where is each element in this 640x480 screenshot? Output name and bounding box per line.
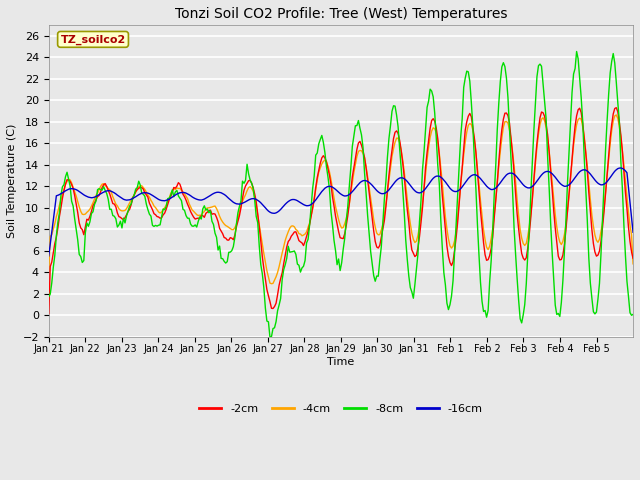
Legend: -2cm, -4cm, -8cm, -16cm: -2cm, -4cm, -8cm, -16cm xyxy=(195,399,487,419)
X-axis label: Time: Time xyxy=(327,357,355,367)
Text: TZ_soilco2: TZ_soilco2 xyxy=(60,34,125,45)
Y-axis label: Soil Temperature (C): Soil Temperature (C) xyxy=(7,124,17,238)
Title: Tonzi Soil CO2 Profile: Tree (West) Temperatures: Tonzi Soil CO2 Profile: Tree (West) Temp… xyxy=(175,7,507,21)
